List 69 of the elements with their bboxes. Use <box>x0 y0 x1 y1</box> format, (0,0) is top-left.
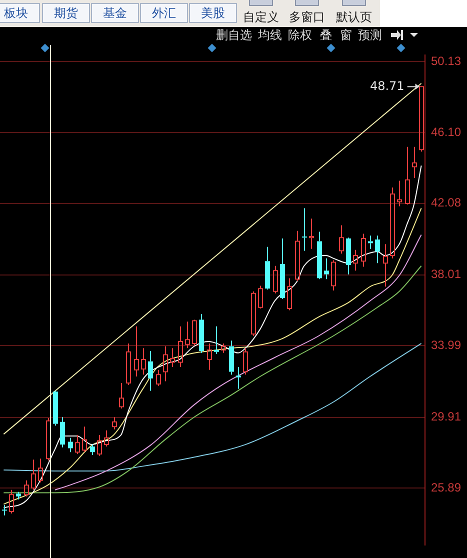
candlestick <box>412 146 417 178</box>
text: 美股 <box>189 3 237 23</box>
candlestick <box>119 382 124 410</box>
candlestick <box>280 238 285 300</box>
text: 默认页 <box>336 9 372 26</box>
candlestick <box>90 444 95 456</box>
text: 自定义 <box>243 9 279 26</box>
candlestick <box>229 340 234 376</box>
candlestick <box>2 504 7 516</box>
text: 预测 <box>358 28 382 42</box>
candlestick <box>302 208 307 252</box>
candlestick <box>317 231 322 280</box>
line-series <box>3 342 422 472</box>
candlestick <box>163 346 168 382</box>
y-tick-label: 50.13 <box>430 54 462 68</box>
candlestick <box>295 230 300 282</box>
candlestick <box>82 426 87 453</box>
text: 板块 <box>0 3 40 23</box>
candlestick <box>353 249 358 272</box>
candlestick <box>397 180 402 207</box>
candlestick <box>31 459 36 490</box>
candlestick <box>75 434 80 455</box>
y-tick-label: 46.10 <box>430 124 462 139</box>
candlestick <box>60 416 65 448</box>
candlestick <box>126 342 131 386</box>
y-tick-label: 29.91 <box>430 410 462 424</box>
candlestick <box>112 416 117 430</box>
candlestick <box>405 146 410 206</box>
y-tick-label: 42.08 <box>430 196 462 210</box>
candlestick <box>339 224 344 254</box>
candlestick <box>287 278 292 311</box>
candlestick <box>383 244 388 288</box>
candlestick <box>390 186 395 259</box>
candlestick <box>375 235 380 264</box>
text: 均线 <box>258 28 282 42</box>
candlestick <box>324 258 329 280</box>
candlestick <box>170 348 175 368</box>
candlestick <box>178 326 183 368</box>
candlestick <box>53 390 58 426</box>
candlestick <box>134 326 139 377</box>
line-series <box>54 234 422 490</box>
candlestick <box>148 350 153 392</box>
text: 期货 <box>42 3 90 23</box>
text: 窗 <box>340 28 352 42</box>
candlestick <box>265 246 270 290</box>
candlestick <box>199 314 204 354</box>
candlestick <box>346 237 351 275</box>
candlestick <box>16 491 21 500</box>
candlestick <box>185 321 190 349</box>
candlestick <box>104 430 109 447</box>
annotation: 48.71 <box>370 78 404 93</box>
candlestick <box>38 458 43 483</box>
text: 多窗口 <box>289 9 325 26</box>
text: 基金 <box>91 3 139 23</box>
candlestick <box>141 348 146 376</box>
candlestick <box>68 437 73 453</box>
y-tick-label: 33.99 <box>430 338 462 352</box>
text: 除权 <box>288 28 312 42</box>
text: 删自选 <box>216 28 252 42</box>
candlestick <box>207 342 212 370</box>
line-series <box>3 265 422 494</box>
candlestick <box>236 366 241 390</box>
candlestick <box>309 218 314 250</box>
text: 叠 <box>320 28 332 42</box>
y-tick-label: 38.01 <box>430 267 462 282</box>
y-tick-label: 25.89 <box>430 480 462 494</box>
candlestick <box>214 326 219 354</box>
text: 外汇 <box>140 3 188 23</box>
candlestick <box>361 233 366 268</box>
